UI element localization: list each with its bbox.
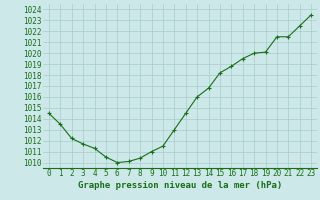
X-axis label: Graphe pression niveau de la mer (hPa): Graphe pression niveau de la mer (hPa) [78,181,282,190]
